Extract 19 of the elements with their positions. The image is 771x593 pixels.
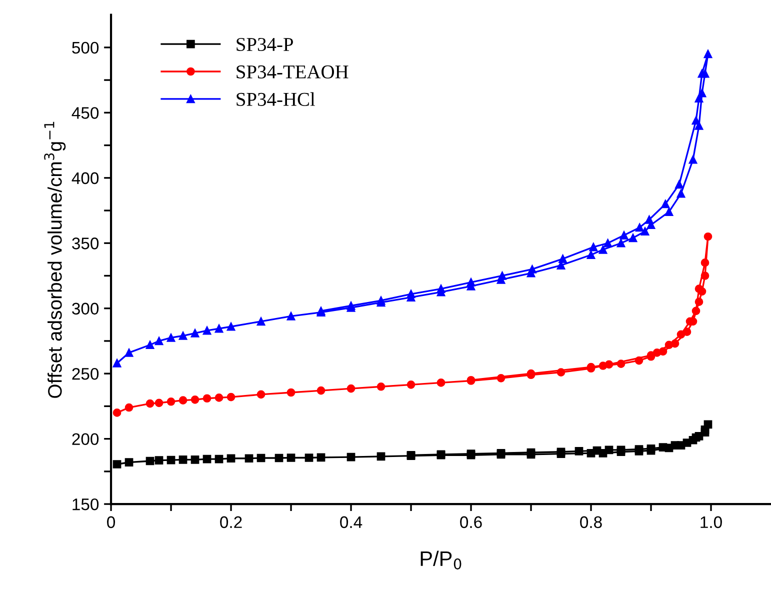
x-tick-label: 0.8 <box>580 516 602 528</box>
y-tick-label: 150 <box>72 498 99 510</box>
y-tick-label: 250 <box>72 368 99 380</box>
y-tick-label: 400 <box>72 172 99 184</box>
y-tick-label: 200 <box>72 433 99 446</box>
legend-label: SP34-HCl <box>236 92 315 106</box>
x-tick-label: 0.4 <box>340 516 362 528</box>
x-tick-label: 0.6 <box>460 516 482 528</box>
y-tick-label: 500 <box>72 42 99 54</box>
y-tick-label: 350 <box>72 238 99 250</box>
y-tick-label: 300 <box>72 302 99 315</box>
y-tick-label: 450 <box>72 107 99 119</box>
x-axis-title: P/P$_{0}$ <box>420 550 462 570</box>
x-tick-label: 0.2 <box>220 516 242 528</box>
legend-label: SP34-TEAOH <box>236 65 348 78</box>
legend-label: SP34-P <box>236 38 293 52</box>
x-tick-label: 1.0 <box>700 516 722 528</box>
x-tick-label: 0 <box>107 516 116 528</box>
y-axis-title: Offset adsorbed volume/cm$^{3}$g$^{−1}$ <box>44 122 66 398</box>
